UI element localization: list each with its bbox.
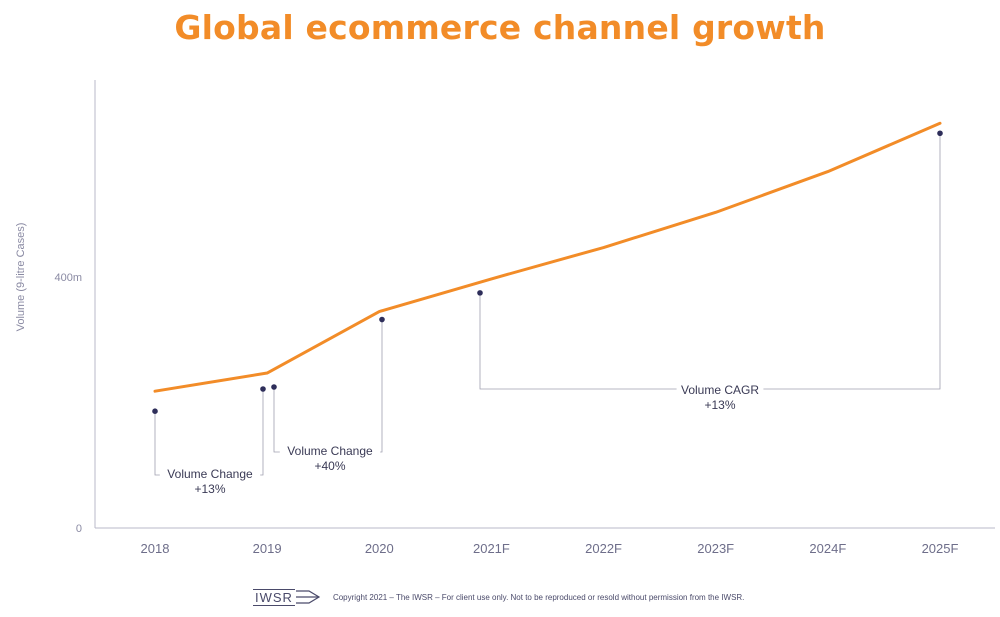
bracket-start-marker	[271, 384, 277, 390]
bracket-left-arm	[273, 387, 280, 453]
annotation-bracket: Volume CAGR+13%	[477, 130, 943, 412]
logo-text: IWSR	[253, 588, 295, 606]
y-tick-labels: 0 400m	[54, 272, 82, 535]
series-line	[153, 121, 942, 393]
iwsr-logo: IWSR	[253, 588, 321, 606]
y-tick-label: 400m	[54, 272, 82, 284]
annotation-label: Volume Change	[287, 444, 373, 458]
bracket-left-arm	[479, 292, 677, 390]
bracket-start-marker	[477, 290, 483, 296]
x-tick-label: 2018	[141, 541, 170, 556]
bracket-end-marker	[260, 386, 266, 392]
series-layer	[153, 121, 942, 393]
annotation-bracket: Volume Change+40%	[271, 316, 385, 473]
y-axis-label: Volume (9-litre Cases)	[15, 223, 27, 332]
x-tick-labels: 2018 2019 2020 2021F 2022F 2023F 2024F 2025F	[141, 541, 959, 556]
chart-title: Global ecommerce channel growth	[174, 8, 826, 47]
annotation-brackets: Volume Change+13%Volume Change+40%Volume…	[152, 130, 943, 496]
x-tick-label: 2024F	[809, 541, 846, 556]
bracket-right-arm	[763, 133, 941, 390]
bracket-end-marker	[379, 316, 385, 323]
axes	[94, 80, 995, 529]
annotation-value: +13%	[194, 482, 225, 496]
x-tick-label: 2023F	[697, 541, 734, 556]
x-tick-label: 2020	[365, 541, 394, 556]
bracket-left-arm	[154, 411, 160, 476]
x-tick-label: 2022F	[585, 541, 622, 556]
line-chart: Volume Change+13%Volume Change+40%Volume…	[15, 80, 995, 556]
x-tick-label: 2025F	[922, 541, 959, 556]
copyright-text: Copyright 2021 – The IWSR – For client u…	[332, 592, 745, 602]
annotation-bracket: Volume Change+13%	[152, 386, 266, 496]
bracket-right-arm	[260, 389, 264, 476]
bracket-end-marker	[937, 130, 943, 137]
annotation-label: Volume Change	[167, 467, 253, 481]
x-tick-label: 2019	[253, 541, 282, 556]
annotation-value: +40%	[314, 459, 345, 473]
logo-arrow-icon	[295, 590, 321, 604]
bracket-right-arm	[380, 319, 383, 453]
footer: IWSR Copyright 2021 – The IWSR – For cli…	[253, 585, 744, 609]
annotation-value: +13%	[704, 398, 735, 412]
y-tick-label: 0	[76, 523, 82, 535]
bracket-start-marker	[152, 408, 158, 415]
annotation-label: Volume CAGR	[681, 383, 759, 397]
x-tick-label: 2021F	[473, 541, 510, 556]
